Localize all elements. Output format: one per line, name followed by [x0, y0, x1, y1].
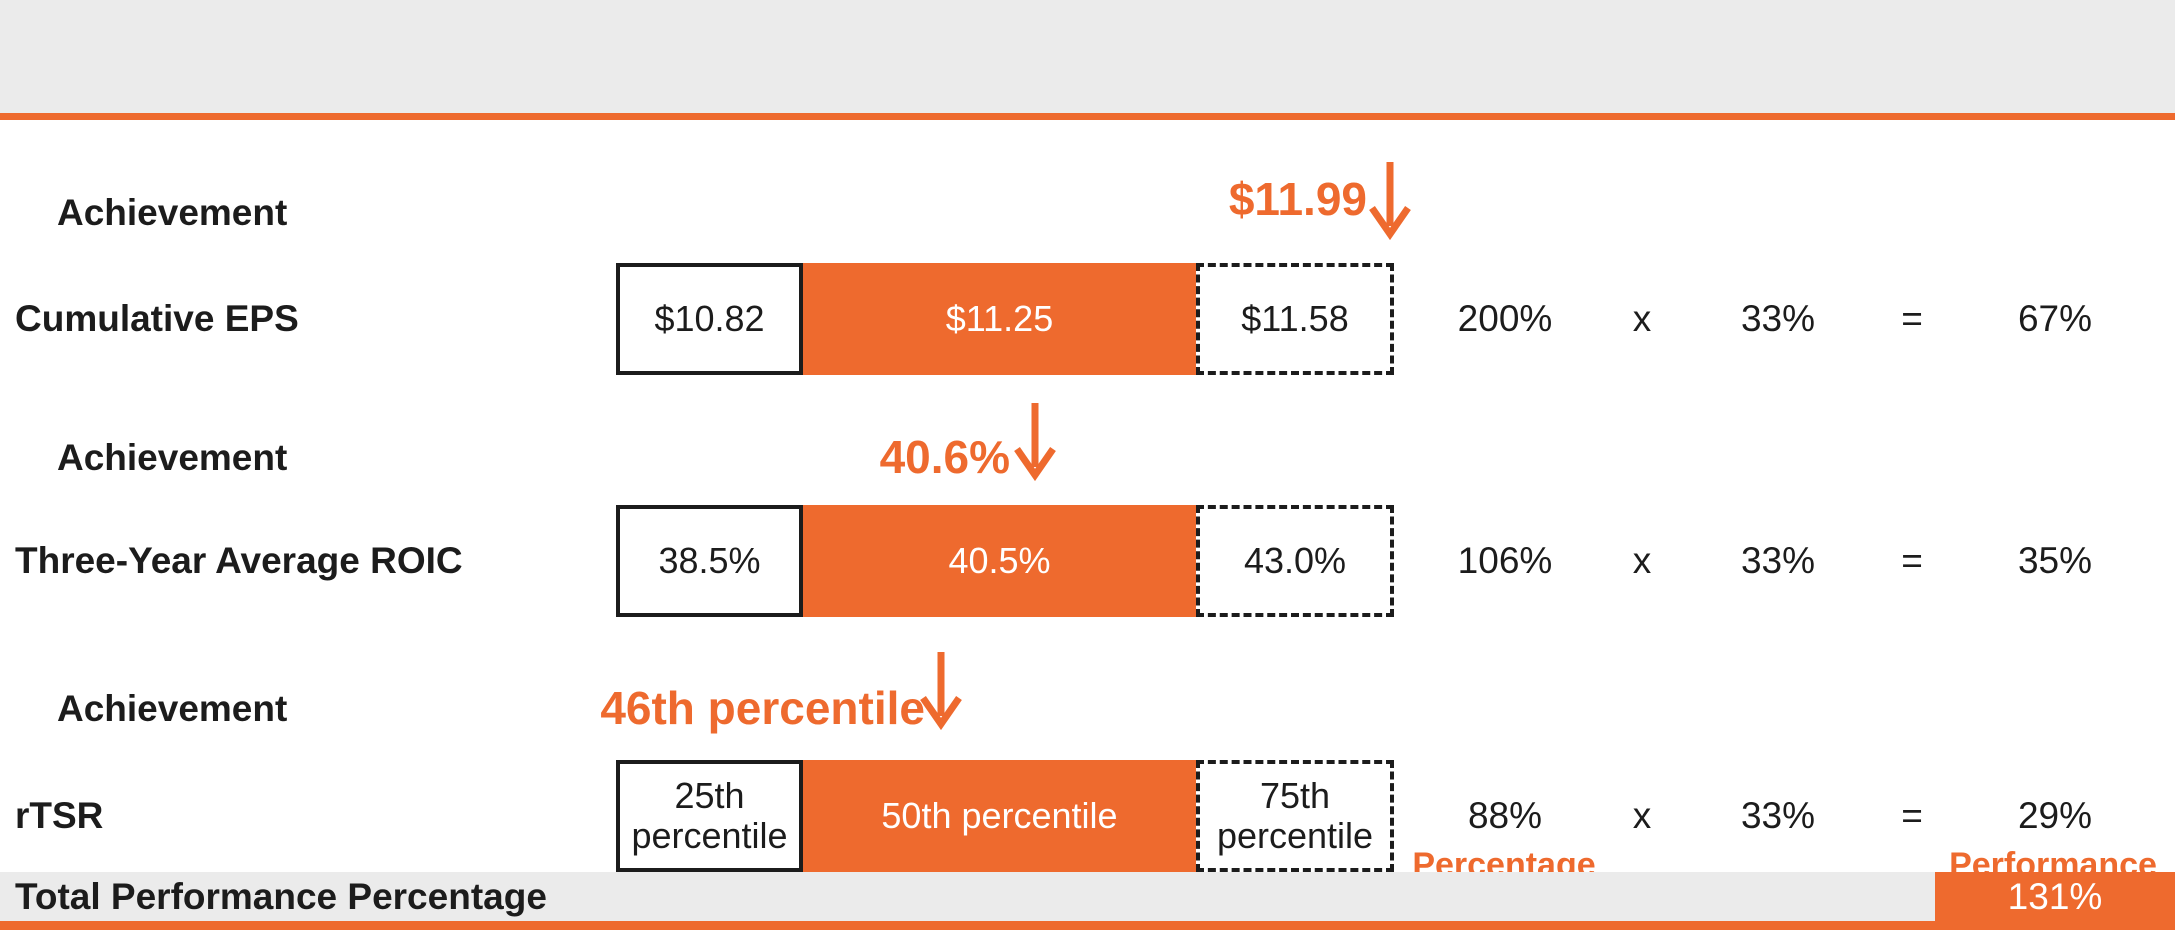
- percentage-attained-value: 106%: [1457, 540, 1553, 581]
- down-arrow-icon: [1369, 162, 1411, 241]
- achievement-value-eps: $11.99: [1228, 173, 1367, 225]
- percentage-attained-value: 88%: [1467, 795, 1543, 836]
- performance-percentage-value: 35%: [2017, 540, 2093, 581]
- threshold-box: $10.82: [616, 263, 803, 375]
- maximum-box: 43.0%: [1196, 505, 1394, 617]
- achievement-value-rtsr: 46th percentile: [600, 682, 925, 734]
- threshold-box: 38.5%: [616, 505, 803, 617]
- achievement-label: Achievement: [57, 437, 288, 478]
- multiply-sign: x: [1632, 298, 1652, 339]
- weighting-value: 33%: [1740, 298, 1816, 339]
- total-row: Total Performance Percentage 131%: [0, 872, 2175, 930]
- threshold-value: 38.5%: [658, 539, 761, 581]
- bottom-accent-strip: [0, 921, 2175, 930]
- target-value: $11.25: [945, 297, 1054, 339]
- threshold-box: 25th percentile: [616, 760, 803, 872]
- header-band: [0, 0, 2175, 113]
- threshold-value: 25th percentile: [631, 774, 788, 856]
- multiply-sign: x: [1632, 795, 1652, 836]
- bar-row-roic: Three-Year Average ROIC 38.5% 40.5% 43.0…: [0, 505, 2175, 617]
- achievement-value-roic: 40.6%: [879, 431, 1010, 483]
- maximum-box: 75th percentile: [1196, 760, 1394, 872]
- equals-sign: =: [1901, 298, 1923, 339]
- down-arrow-icon: [920, 652, 962, 731]
- target-value: 40.5%: [948, 539, 1051, 581]
- bar-row-rtsr: rTSR 25th percentile 50th percentile 75t…: [0, 760, 2175, 872]
- down-arrow-icon: [1014, 403, 1056, 482]
- total-label: Total Performance Percentage: [15, 875, 547, 917]
- achievement-label: Achievement: [57, 688, 288, 729]
- performance-percentage-value: 67%: [2017, 298, 2093, 339]
- maximum-value: 43.0%: [1243, 539, 1347, 581]
- bar-row-cumulative-eps: Cumulative EPS $10.82 $11.25 $11.58 200%…: [0, 263, 2175, 375]
- performance-percentage-value: 29%: [2017, 795, 2093, 836]
- metric-label: Cumulative EPS: [15, 298, 299, 339]
- percentage-attained-value: 200%: [1457, 298, 1553, 339]
- header-divider-rule: [0, 113, 2175, 120]
- total-label-band: Total Performance Percentage: [0, 872, 1935, 921]
- weighting-value: 33%: [1740, 540, 1816, 581]
- threshold-value: $10.82: [654, 297, 765, 339]
- maximum-value: $11.58: [1241, 297, 1349, 339]
- total-value: 131%: [2007, 875, 2103, 917]
- target-box: $11.25: [803, 263, 1196, 375]
- equals-sign: =: [1901, 540, 1923, 581]
- target-value: 50th percentile: [881, 794, 1118, 836]
- multiply-sign: x: [1632, 540, 1652, 581]
- achievement-label: Achievement: [57, 192, 288, 233]
- maximum-value: 75th percentile: [1216, 774, 1374, 856]
- target-box: 50th percentile: [803, 760, 1196, 872]
- equals-sign: =: [1901, 795, 1923, 836]
- maximum-box: $11.58: [1196, 263, 1394, 375]
- weighting-value: 33%: [1740, 795, 1816, 836]
- target-box: 40.5%: [803, 505, 1196, 617]
- total-value-block: 131%: [1935, 872, 2175, 930]
- metric-label: rTSR: [15, 795, 104, 836]
- metric-label: Three-Year Average ROIC: [15, 540, 463, 581]
